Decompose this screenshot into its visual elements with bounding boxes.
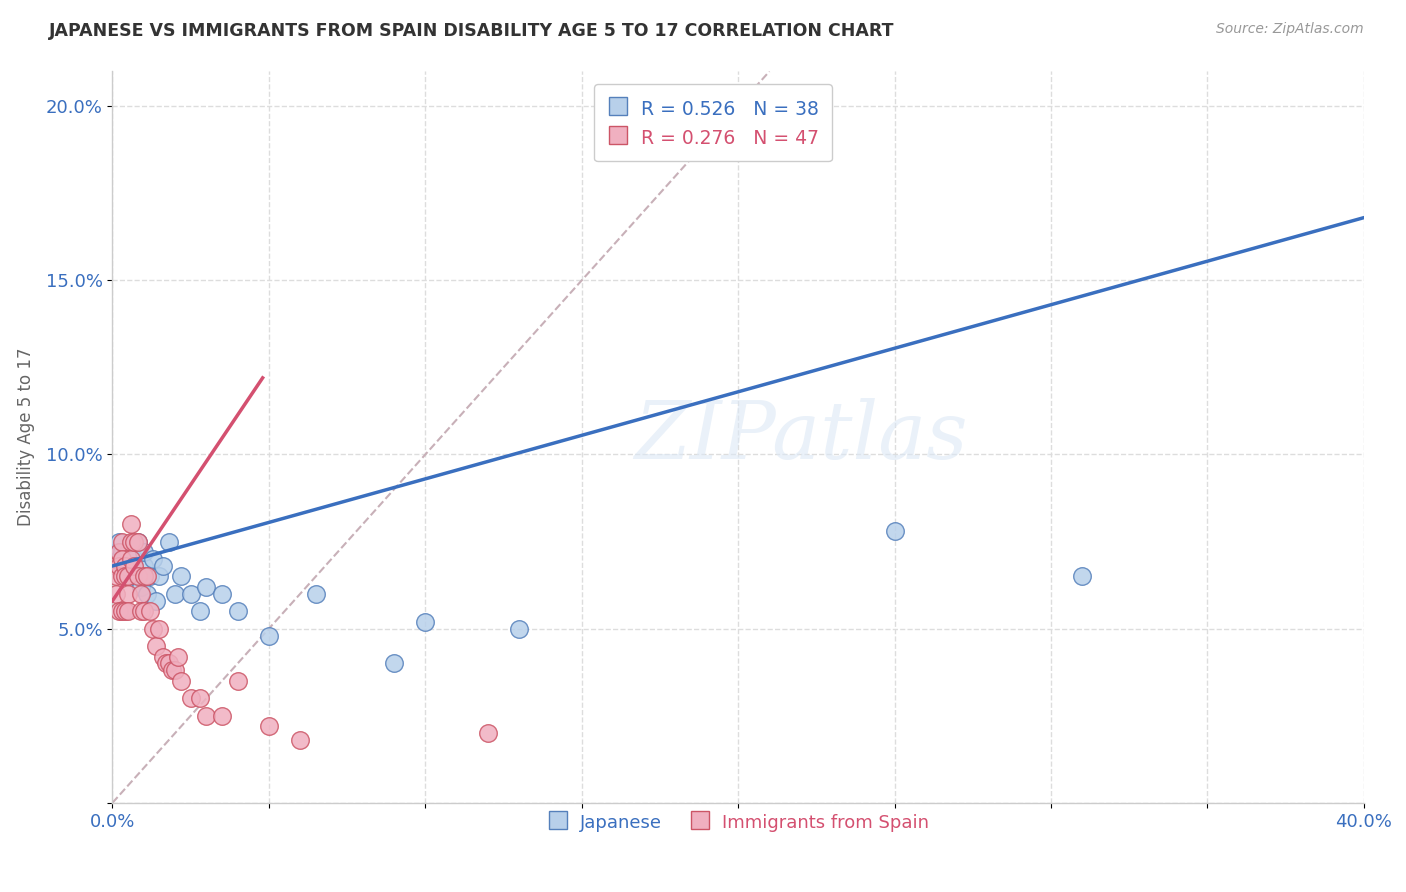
Point bbox=[114, 569, 136, 583]
Point bbox=[135, 569, 157, 583]
Point bbox=[211, 587, 233, 601]
Point bbox=[114, 558, 136, 573]
Point bbox=[145, 594, 167, 608]
Text: ZIPatlas: ZIPatlas bbox=[634, 399, 967, 475]
Point bbox=[127, 534, 149, 549]
Point bbox=[152, 649, 174, 664]
Point bbox=[170, 569, 193, 583]
Point bbox=[124, 534, 146, 549]
Point bbox=[290, 733, 312, 747]
Point bbox=[111, 534, 134, 549]
Point bbox=[114, 569, 136, 583]
Point bbox=[195, 580, 218, 594]
Point bbox=[117, 569, 139, 583]
Point bbox=[1071, 569, 1094, 583]
Point bbox=[148, 569, 170, 583]
Point bbox=[132, 558, 155, 573]
Point bbox=[157, 657, 180, 671]
Point bbox=[142, 622, 165, 636]
Point bbox=[107, 534, 129, 549]
Point bbox=[167, 649, 190, 664]
Point bbox=[132, 604, 155, 618]
Point bbox=[107, 545, 129, 559]
Point bbox=[188, 691, 211, 706]
Point bbox=[124, 552, 146, 566]
Point bbox=[107, 552, 129, 566]
Point bbox=[129, 580, 152, 594]
Point bbox=[139, 604, 162, 618]
Point bbox=[145, 639, 167, 653]
Point bbox=[195, 708, 218, 723]
Point bbox=[117, 587, 139, 601]
Point bbox=[111, 552, 134, 566]
Point bbox=[226, 673, 249, 688]
Point bbox=[124, 558, 146, 573]
Point bbox=[114, 604, 136, 618]
Point bbox=[148, 622, 170, 636]
Point bbox=[120, 552, 142, 566]
Point bbox=[129, 587, 152, 601]
Point bbox=[415, 615, 437, 629]
Legend: Japanese, Immigrants from Spain: Japanese, Immigrants from Spain bbox=[534, 799, 942, 845]
Point bbox=[120, 534, 142, 549]
Point bbox=[382, 657, 405, 671]
Point bbox=[127, 534, 149, 549]
Point bbox=[180, 587, 202, 601]
Point bbox=[117, 569, 139, 583]
Point bbox=[104, 558, 127, 573]
Point bbox=[139, 569, 162, 583]
Point bbox=[107, 558, 129, 573]
Point bbox=[111, 558, 134, 573]
Point bbox=[111, 545, 134, 559]
Point bbox=[107, 604, 129, 618]
Point bbox=[226, 604, 249, 618]
Point bbox=[132, 545, 155, 559]
Point bbox=[104, 569, 127, 583]
Point bbox=[111, 569, 134, 583]
Point bbox=[129, 604, 152, 618]
Point bbox=[180, 691, 202, 706]
Point bbox=[155, 657, 177, 671]
Point bbox=[477, 726, 499, 740]
Point bbox=[142, 552, 165, 566]
Point bbox=[163, 664, 186, 678]
Point bbox=[117, 545, 139, 559]
Point bbox=[152, 558, 174, 573]
Point bbox=[508, 622, 530, 636]
Point bbox=[120, 558, 142, 573]
Text: Source: ZipAtlas.com: Source: ZipAtlas.com bbox=[1216, 22, 1364, 37]
Point bbox=[111, 604, 134, 618]
Point bbox=[883, 524, 905, 538]
Point bbox=[104, 587, 127, 601]
Point bbox=[170, 673, 193, 688]
Text: JAPANESE VS IMMIGRANTS FROM SPAIN DISABILITY AGE 5 TO 17 CORRELATION CHART: JAPANESE VS IMMIGRANTS FROM SPAIN DISABI… bbox=[49, 22, 894, 40]
Point bbox=[305, 587, 328, 601]
Point bbox=[188, 604, 211, 618]
Point bbox=[104, 558, 127, 573]
Point bbox=[163, 587, 186, 601]
Point bbox=[127, 569, 149, 583]
Point bbox=[120, 517, 142, 532]
Point bbox=[211, 708, 233, 723]
Point bbox=[160, 664, 183, 678]
Point bbox=[117, 604, 139, 618]
Y-axis label: Disability Age 5 to 17: Disability Age 5 to 17 bbox=[17, 348, 35, 526]
Point bbox=[114, 552, 136, 566]
Point bbox=[257, 629, 280, 643]
Point bbox=[257, 719, 280, 733]
Point bbox=[135, 587, 157, 601]
Point bbox=[104, 545, 127, 559]
Point bbox=[124, 569, 146, 583]
Point bbox=[132, 569, 155, 583]
Point bbox=[157, 534, 180, 549]
